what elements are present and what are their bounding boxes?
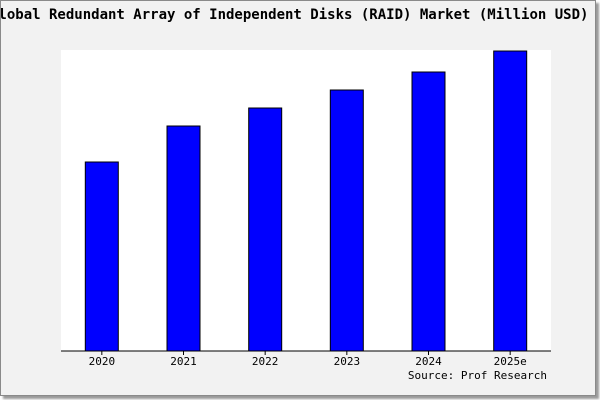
x-tick-label-2020: 2020 <box>89 355 116 368</box>
x-tick-label-2022: 2022 <box>252 355 279 368</box>
bars <box>84 50 528 352</box>
plot-area <box>61 50 551 351</box>
x-tick-label-2023: 2023 <box>334 355 361 368</box>
x-ticks: 2020 2021 2022 2023 2024 2025e <box>89 351 527 368</box>
bar-2020 <box>84 161 119 352</box>
source-note: Source: Prof Research <box>407 369 547 382</box>
bar-2023 <box>329 89 364 352</box>
chart-title: Global Redundant Array of Independent Di… <box>1 7 589 23</box>
bar-2022 <box>248 107 283 352</box>
x-tick-label-2025e: 2025e <box>494 355 527 368</box>
bar-2025e <box>493 50 528 352</box>
bar-2021 <box>166 125 201 352</box>
bar-chart: 2020 2021 2022 2023 2024 2025e <box>61 50 551 368</box>
x-tick-label-2024: 2024 <box>415 355 442 368</box>
bar-2024 <box>411 71 446 352</box>
x-tick-label-2021: 2021 <box>170 355 197 368</box>
